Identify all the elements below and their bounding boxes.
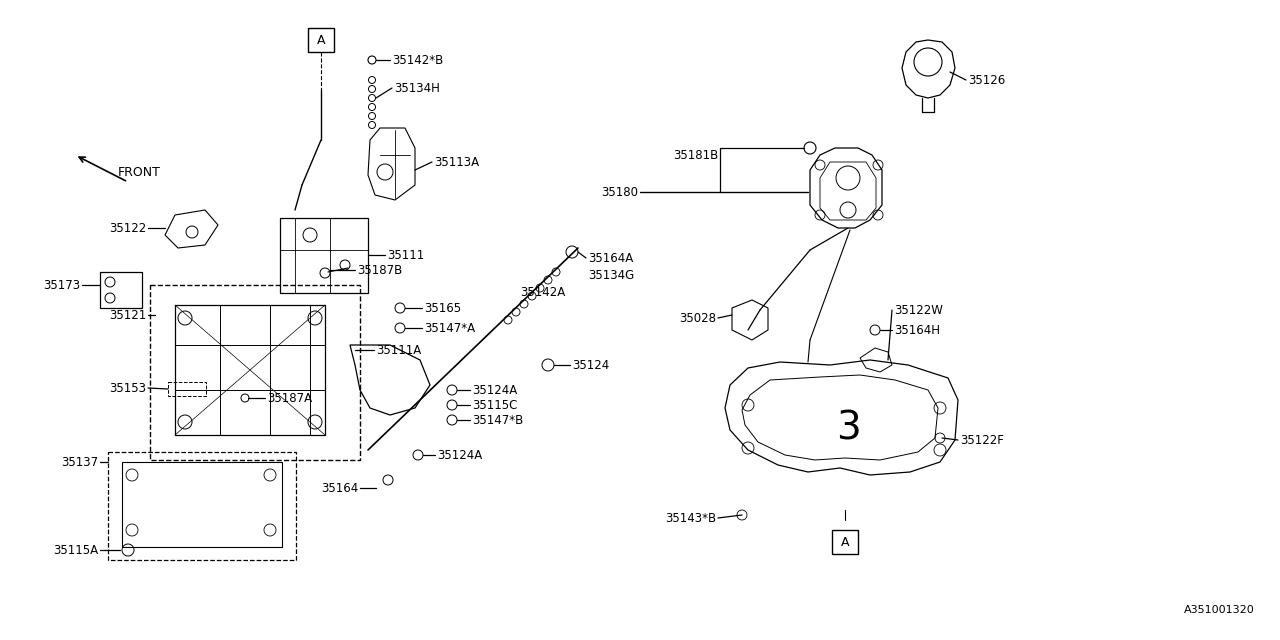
Text: FRONT: FRONT [118,166,161,179]
Text: 35122: 35122 [109,221,146,234]
Text: 35134G: 35134G [588,269,635,282]
Text: A351001320: A351001320 [1184,605,1254,615]
Text: A: A [316,33,325,47]
Text: 35124A: 35124A [472,383,517,397]
Text: 35173: 35173 [42,278,79,291]
Bar [832,530,858,554]
Bar [168,382,206,396]
Text: 35181B: 35181B [673,148,718,161]
Text: 35122F: 35122F [960,433,1004,447]
Text: 35137: 35137 [61,456,99,468]
Text: 35111A: 35111A [376,344,421,356]
Text: 35164A: 35164A [588,252,634,264]
Bar [175,305,325,435]
Text: 35121: 35121 [109,308,146,321]
Text: 35111: 35111 [387,248,424,262]
Text: 35134H: 35134H [394,81,440,95]
Bar [122,462,282,547]
Bar [108,452,296,560]
Text: 35164H: 35164H [893,323,940,337]
Text: 35147*A: 35147*A [424,321,475,335]
Bar [308,28,334,52]
Text: 35187A: 35187A [268,392,312,404]
Text: 35113A: 35113A [434,156,479,168]
Text: 35147*B: 35147*B [472,413,524,426]
Text: 35028: 35028 [678,312,716,324]
Text: 35180: 35180 [602,186,637,198]
Text: 35124A: 35124A [436,449,483,461]
Bar [280,218,369,293]
Text: 35115C: 35115C [472,399,517,412]
Bar [100,272,142,308]
Text: 35126: 35126 [968,74,1005,86]
Text: 35143*B: 35143*B [664,511,716,525]
Text: 35115A: 35115A [52,543,99,557]
Text: 35142A: 35142A [520,285,566,298]
Bar [150,285,360,460]
Text: 35165: 35165 [424,301,461,314]
Text: 35122W: 35122W [893,303,943,317]
Text: A: A [841,536,849,548]
Text: 35142*B: 35142*B [392,54,443,67]
Text: 35153: 35153 [109,381,146,394]
Text: 35124: 35124 [572,358,609,371]
Text: 35164: 35164 [321,481,358,495]
Text: 3: 3 [836,409,860,447]
Text: 35187B: 35187B [357,264,402,276]
